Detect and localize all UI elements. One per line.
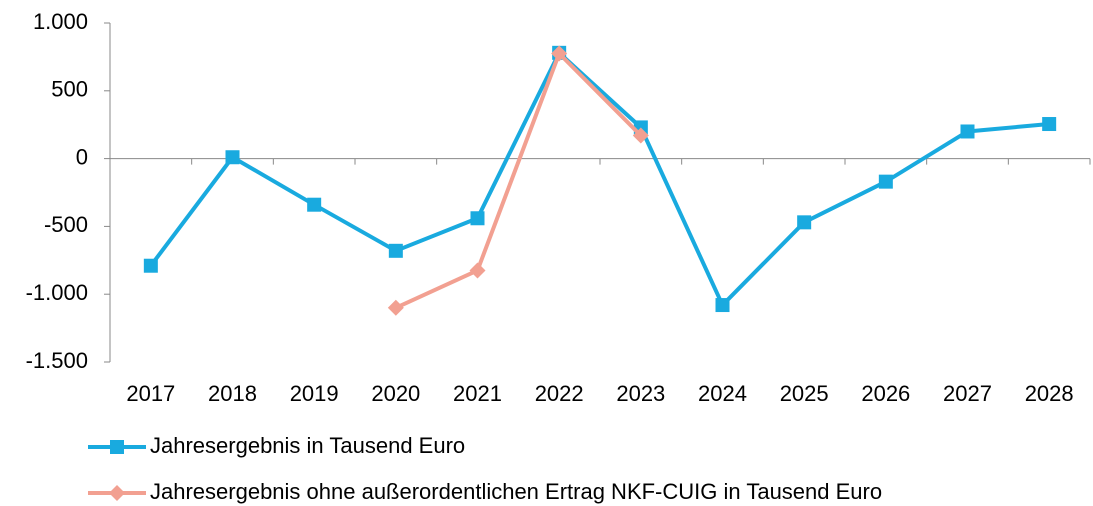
x-tick-label: 2018 — [208, 381, 257, 406]
point — [878, 174, 893, 189]
point — [960, 124, 975, 139]
x-tick-label: 2026 — [861, 381, 910, 406]
y-tick-label: 0 — [76, 144, 88, 169]
legend-label: Jahresergebnis in Tausend Euro — [150, 433, 465, 458]
point — [1042, 117, 1057, 132]
y-tick-label: -1.000 — [26, 280, 88, 305]
point — [470, 211, 485, 226]
legend-label: Jahresergebnis ohne außerordentlichen Er… — [150, 479, 882, 504]
point — [551, 45, 568, 62]
point — [225, 150, 240, 165]
series-line — [395, 51, 643, 310]
y-tick-label: -500 — [44, 212, 88, 237]
y-tick-label: -1.500 — [26, 348, 88, 373]
point — [387, 299, 404, 316]
x-tick-label: 2025 — [780, 381, 829, 406]
x-tick-label: 2019 — [290, 381, 339, 406]
x-tick-label: 2024 — [698, 381, 747, 406]
x-tick-label: 2027 — [943, 381, 992, 406]
x-tick-label: 2028 — [1025, 381, 1074, 406]
point — [143, 258, 158, 273]
point — [388, 243, 403, 258]
legend-marker — [110, 440, 124, 454]
series-line — [149, 50, 1050, 308]
x-tick-label: 2017 — [126, 381, 175, 406]
x-tick-label: 2021 — [453, 381, 502, 406]
point — [632, 127, 649, 144]
x-tick-label: 2022 — [535, 381, 584, 406]
x-tick-label: 2023 — [616, 381, 665, 406]
point — [307, 197, 322, 212]
x-tick-label: 2020 — [371, 381, 420, 406]
point — [715, 298, 730, 313]
y-tick-label: 1.000 — [33, 9, 88, 34]
legend-marker — [109, 485, 125, 501]
point — [469, 262, 486, 279]
y-tick-label: 500 — [51, 77, 88, 102]
point — [797, 215, 812, 230]
